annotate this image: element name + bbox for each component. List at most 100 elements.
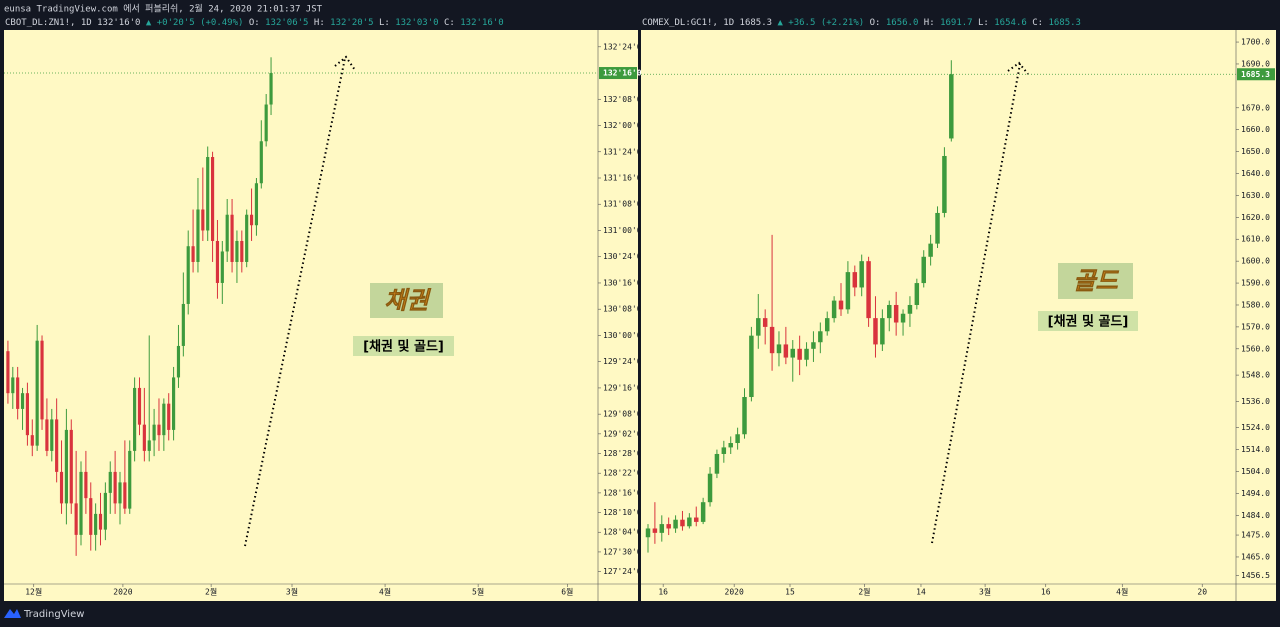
y-tick-label: 1610.0 <box>1241 235 1270 244</box>
x-tick-label: 2020 <box>113 588 132 597</box>
logo-icon <box>4 609 21 618</box>
y-tick-label: 1560.0 <box>1241 344 1270 353</box>
sub-label: [채권 및 골드] <box>363 340 444 355</box>
candle-body <box>89 498 93 535</box>
candle-body <box>35 340 39 446</box>
candle-body <box>225 214 229 252</box>
x-tick-label: 2월 <box>858 587 870 597</box>
candle-body <box>69 429 73 504</box>
candle-body <box>94 513 98 535</box>
candle-body <box>818 331 823 343</box>
candle-body <box>645 528 651 538</box>
candle-body <box>176 345 181 378</box>
candle-body <box>742 397 747 435</box>
label-box <box>370 283 443 318</box>
ohlc-key: L: <box>978 18 989 28</box>
y-tick-label: 128'22'0 <box>603 469 642 478</box>
candle-body <box>942 155 947 213</box>
last-price-badge <box>599 67 637 80</box>
ohlc-value: 1691.7 <box>940 18 973 28</box>
y-tick-label: 130'16'0 <box>603 278 642 287</box>
y-tick-label: 1524.0 <box>1241 423 1270 432</box>
x-tick-label: 16 <box>1041 588 1051 597</box>
candle-body <box>714 453 720 474</box>
y-tick-label: 131'08'0 <box>603 200 642 209</box>
candle-body <box>949 74 954 139</box>
x-tick-label: 2월 <box>205 587 217 597</box>
candle-body <box>907 304 913 314</box>
last-price-badge <box>1237 68 1275 81</box>
ohlc-key: O: <box>870 18 881 28</box>
ohlc-value: 1656.0 <box>886 18 919 28</box>
x-tick-label: 20 <box>1197 588 1207 597</box>
candle-body <box>707 473 713 503</box>
candle-body <box>259 141 263 184</box>
y-tick-label: 1570.0 <box>1241 322 1270 331</box>
y-tick-label: 127'24'0 <box>603 567 642 576</box>
y-tick-label: 130'00'0 <box>603 331 642 340</box>
candle-body <box>240 240 244 262</box>
y-tick-label: 129'24'0 <box>603 357 642 366</box>
y-tick-label: 1484.0 <box>1241 511 1270 520</box>
x-tick-label: 15 <box>785 588 795 597</box>
candle-body <box>838 300 844 310</box>
y-tick-label: 1670.0 <box>1241 103 1270 112</box>
candle-body <box>152 424 156 441</box>
candle-body <box>98 513 103 530</box>
y-tick-label: 1620.0 <box>1241 213 1270 222</box>
footer-logo[interactable]: TradingView <box>4 609 84 620</box>
candle-body <box>128 450 132 509</box>
candle-body <box>108 471 112 493</box>
candle-body <box>811 342 816 349</box>
trend-arrow <box>931 63 1021 544</box>
ohlc-key: L: <box>379 18 390 28</box>
candle-body <box>235 240 239 262</box>
candle-body <box>735 434 740 444</box>
candle-body <box>230 214 234 262</box>
candle-body <box>16 377 20 409</box>
candle-body <box>215 240 220 283</box>
y-tick-label: 1640.0 <box>1241 169 1270 178</box>
last-price-label: 132'16'0 <box>603 69 642 78</box>
symbol-info: COMEX_DL:GC1!, 1D 1685.3 <box>642 18 772 28</box>
candle-body <box>804 348 809 360</box>
symbol-legend: CBOT_DL:ZN1!, 1D 132'16'0 ▲ +0'20'5 (+0.… <box>5 18 504 28</box>
ohlc-value: 1654.6 <box>994 18 1027 28</box>
y-tick-label: 1465.0 <box>1241 552 1270 561</box>
ohlc-value: 132'03'0 <box>395 18 438 28</box>
chart-panel: 1700.0 1690.0 1670.0 1660.0 1650.0 1640.0 1630… <box>641 30 1276 601</box>
candle-body <box>866 261 871 319</box>
candle-body <box>666 524 671 529</box>
y-tick-label: 130'24'0 <box>603 252 642 261</box>
x-tick-label: 16 <box>658 588 668 597</box>
candle-body <box>659 524 665 533</box>
candle-body <box>245 214 249 262</box>
y-tick-label: 1536.0 <box>1241 397 1270 406</box>
plot-background <box>4 30 638 601</box>
candle-body <box>186 246 190 304</box>
publish-header: eunsa TradingView.com 에서 퍼블리쉬, 2월 24, 20… <box>4 3 323 15</box>
candle-body <box>64 429 68 504</box>
y-tick-label: 1456.5 <box>1241 571 1270 580</box>
candle-body <box>790 348 795 358</box>
y-tick-label: 1600.0 <box>1241 257 1270 266</box>
candle-body <box>687 517 692 527</box>
candle-body <box>728 443 733 448</box>
symbol-info: CBOT_DL:ZN1!, 1D 132'16'0 <box>5 18 140 28</box>
ohlc-value: 132'20'5 <box>330 18 373 28</box>
ohlc-key: O: <box>249 18 260 28</box>
x-tick-label: 4월 <box>379 587 391 597</box>
ohlc-value: 132'06'5 <box>265 18 308 28</box>
candle-body <box>921 256 926 284</box>
candle-body <box>118 482 122 504</box>
candle-body <box>20 393 25 409</box>
candle-body <box>887 304 892 319</box>
ohlc-key: C: <box>444 18 455 28</box>
candle-body <box>123 482 127 509</box>
candle-body <box>103 492 107 530</box>
candle-body <box>680 519 685 527</box>
candle-body <box>873 318 878 345</box>
candle-body <box>40 340 44 420</box>
y-tick-label: 130'08'0 <box>603 305 642 314</box>
